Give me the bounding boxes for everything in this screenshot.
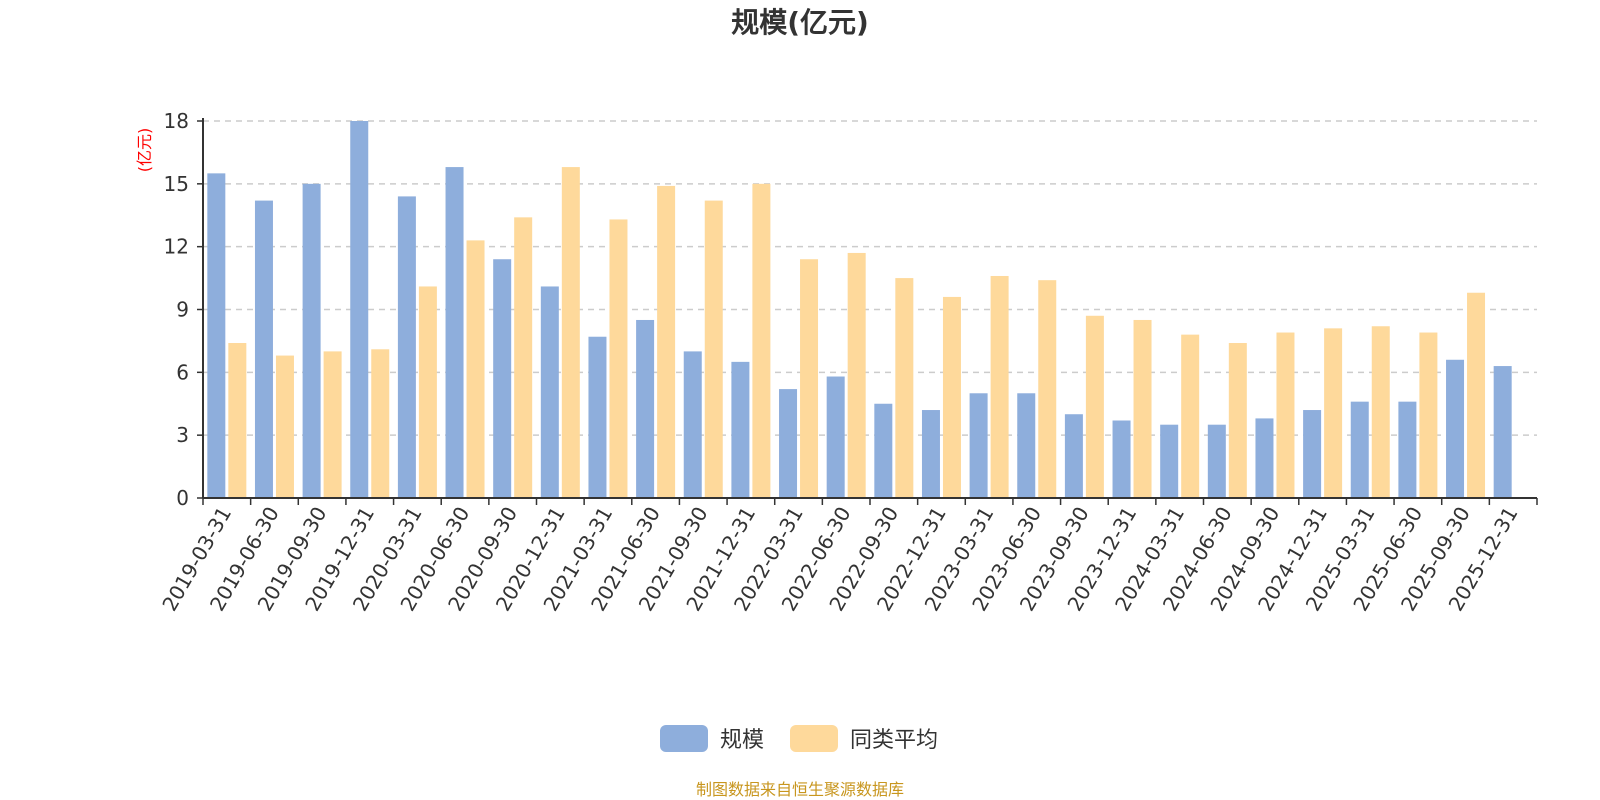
bar-scale (636, 319, 655, 498)
y-axis-ticks: 0 3 6 9 12 15 18 (164, 109, 203, 510)
bar-peer-average (228, 343, 247, 498)
bar-scale (1207, 424, 1226, 498)
bar-peer-average (275, 355, 294, 498)
bar-peer-average (1038, 280, 1057, 498)
bar-scale (397, 196, 416, 498)
bar-scale (493, 259, 512, 498)
bar-peer-average (800, 259, 819, 498)
bar-peer-average (847, 252, 866, 498)
bar-scale (350, 121, 369, 498)
bar-peer-average (514, 217, 533, 498)
bar-scale (445, 167, 464, 499)
bar-scale (1255, 418, 1274, 498)
bar-peer-average (990, 275, 1009, 498)
bar-scale (302, 183, 321, 499)
bar-scale (1493, 366, 1512, 498)
bar-peer-average (1371, 326, 1390, 498)
bar-scale (1064, 414, 1083, 498)
bar-peer-average (561, 167, 580, 499)
bar-scale (921, 410, 940, 498)
bar-peer-average (942, 296, 961, 498)
legend: 规模 同类平均 (660, 725, 938, 753)
bar-peer-average (1276, 332, 1295, 498)
bar-scale (207, 173, 226, 498)
bar-peer-average (1324, 328, 1343, 498)
bar-scale (969, 393, 988, 498)
bar-scale (1446, 359, 1465, 498)
bar-scale (779, 389, 798, 498)
bar-scale (826, 376, 845, 498)
bar-peer-average (1228, 343, 1247, 498)
y-tick-label: 6 (176, 360, 189, 384)
bar-scale (254, 200, 273, 499)
y-tick-label: 9 (176, 298, 189, 322)
y-tick-label: 18 (164, 109, 189, 133)
bar-scale (731, 361, 750, 498)
bar-peer-average (1419, 332, 1438, 498)
bar-peer-average (1085, 315, 1104, 498)
bar-scale (874, 403, 893, 498)
bar-scale (1303, 410, 1322, 498)
y-axis-unit-label: (亿元) (135, 128, 154, 173)
y-tick-label: 12 (164, 235, 189, 259)
bar-scale (588, 336, 607, 498)
y-tick-label: 0 (176, 486, 189, 510)
bar-scale (1112, 420, 1131, 498)
bar-peer-average (1467, 292, 1486, 498)
legend-swatch (790, 725, 838, 752)
bar-scale (683, 351, 702, 498)
source-note: 制图数据来自恒生聚源数据库 (696, 780, 904, 799)
bar-peer-average (418, 286, 437, 498)
bar-peer-average (752, 183, 771, 499)
bar-peer-average (895, 278, 914, 498)
bar-scale (1350, 401, 1369, 498)
bar-peer-average (609, 219, 628, 498)
bar-scale (1017, 393, 1036, 498)
bar-peer-average (657, 185, 676, 498)
legend-label: 同类平均 (850, 728, 938, 753)
legend-swatch (660, 725, 708, 752)
bar-scale (1160, 424, 1179, 498)
bar-peer-average (704, 200, 723, 499)
y-tick-label: 3 (176, 423, 189, 447)
bar-scale (540, 286, 559, 498)
bars (207, 121, 1512, 499)
bar-peer-average (466, 240, 485, 498)
x-axis-ticks: 2019-03-312019-06-302019-09-302019-12-31… (157, 498, 1538, 615)
chart-title: 规模(亿元) (731, 6, 869, 39)
bar-peer-average (371, 349, 390, 498)
bar-scale (1398, 401, 1417, 498)
y-tick-label: 15 (164, 172, 189, 196)
bar-peer-average (323, 351, 342, 498)
bar-peer-average (1133, 319, 1152, 498)
legend-label: 规模 (720, 728, 764, 753)
bar-peer-average (1181, 334, 1200, 498)
